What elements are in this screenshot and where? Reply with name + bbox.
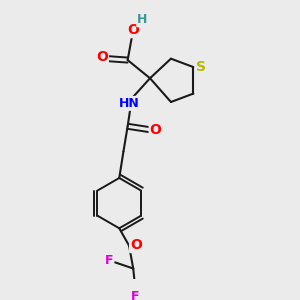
- Text: O: O: [127, 23, 139, 37]
- Text: F: F: [105, 254, 113, 268]
- Text: F: F: [131, 290, 140, 300]
- Text: O: O: [96, 50, 108, 64]
- Text: HN: HN: [119, 97, 140, 110]
- Text: S: S: [196, 60, 206, 74]
- Text: H: H: [137, 13, 148, 26]
- Text: O: O: [150, 123, 161, 136]
- Text: O: O: [130, 238, 142, 252]
